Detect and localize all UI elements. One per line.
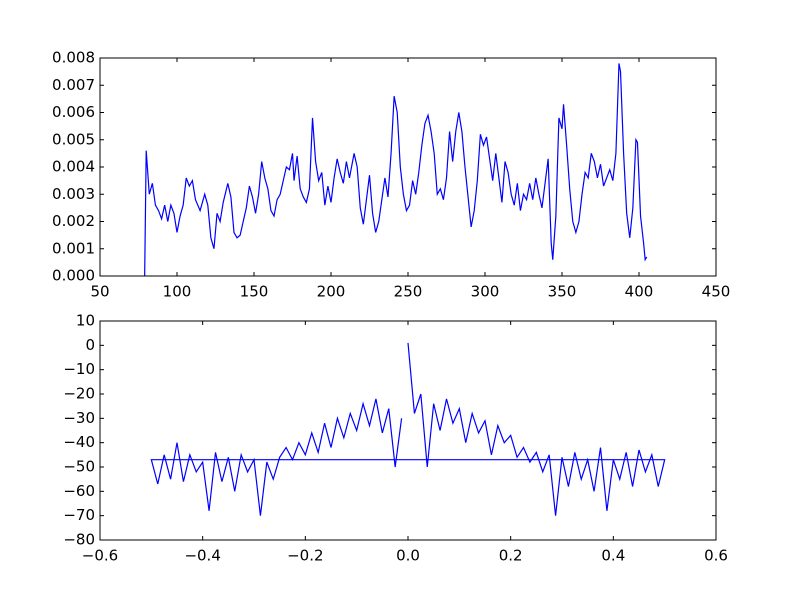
axes-frame	[99, 57, 717, 277]
y-tick-label: 0.007	[52, 76, 95, 94]
y-tick-label: 0	[85, 336, 95, 354]
y-tick-label: 0.001	[52, 239, 95, 257]
data-line	[144, 63, 648, 277]
x-tick-label: −0.6	[82, 547, 118, 565]
axes-frame	[99, 320, 717, 541]
y-tick-label: 0.003	[52, 185, 95, 203]
data-line	[150, 342, 666, 516]
y-tick-label: −50	[63, 458, 95, 476]
y-tick-label: 10	[76, 312, 95, 330]
y-tick-label: −60	[63, 482, 95, 500]
y-tick-label: 0.008	[52, 49, 95, 67]
y-tick-label: −30	[63, 409, 95, 427]
x-tick-label: 150	[240, 283, 269, 301]
x-tick-label: 200	[317, 283, 346, 301]
x-tick-label: 400	[625, 283, 654, 301]
x-tick-label: 350	[548, 283, 577, 301]
x-tick-label: 0.0	[396, 547, 420, 565]
y-tick-label: 0.002	[52, 212, 95, 230]
x-tick-label: 100	[163, 283, 192, 301]
x-tick-label: 0.6	[704, 547, 728, 565]
y-tick-label: −10	[63, 360, 95, 378]
y-tick-label: 0.006	[52, 103, 95, 121]
y-tick-label: 0.004	[52, 158, 95, 176]
x-tick-label: 450	[702, 283, 731, 301]
x-tick-label: 50	[90, 283, 109, 301]
y-tick-label: −20	[63, 385, 95, 403]
y-tick-label: −40	[63, 433, 95, 451]
y-tick-label: −80	[63, 531, 95, 549]
x-tick-label: −0.2	[287, 547, 323, 565]
x-tick-label: 300	[471, 283, 500, 301]
x-tick-label: 0.4	[601, 547, 625, 565]
y-tick-label: 0.005	[52, 130, 95, 148]
x-tick-label: 250	[394, 283, 423, 301]
y-tick-label: −70	[63, 506, 95, 524]
x-tick-label: 0.2	[499, 547, 523, 565]
y-tick-label: 0.000	[52, 267, 95, 285]
x-tick-label: −0.4	[184, 547, 220, 565]
